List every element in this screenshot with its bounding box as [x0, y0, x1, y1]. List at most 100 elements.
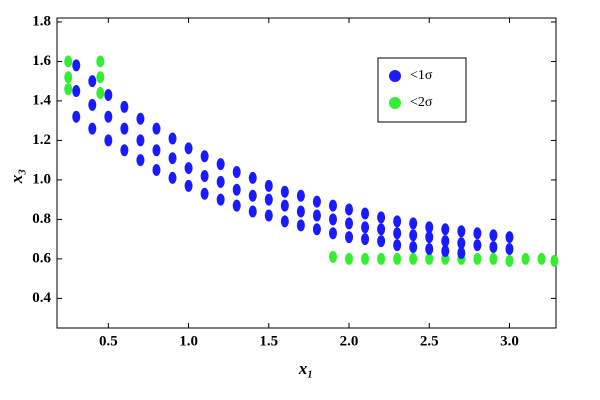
plot-frame [56, 17, 557, 329]
point [152, 144, 161, 157]
point [248, 189, 257, 202]
point [184, 142, 193, 155]
point [377, 223, 386, 236]
point [457, 237, 466, 250]
y-tick-label: 1.6 [32, 53, 51, 69]
point [409, 217, 418, 230]
point [96, 55, 105, 68]
x-tick-label: 2.0 [340, 333, 359, 349]
point [328, 199, 337, 212]
x-axis-label: x₁ [298, 359, 313, 378]
point [168, 132, 177, 145]
point [64, 55, 73, 68]
x-tick-label: 1.0 [179, 333, 198, 349]
point [361, 221, 370, 234]
point [216, 158, 225, 171]
point [425, 221, 434, 234]
point [537, 252, 546, 265]
point [264, 209, 273, 222]
point [489, 252, 498, 265]
point [393, 252, 402, 265]
point [96, 87, 105, 100]
point [345, 203, 354, 216]
point [200, 150, 209, 163]
legend-marker [389, 97, 401, 109]
point [377, 235, 386, 248]
point [409, 252, 418, 265]
point [88, 75, 97, 88]
y-tick-label: 0.4 [32, 290, 51, 306]
point [152, 122, 161, 135]
point [232, 166, 241, 179]
point [280, 215, 289, 228]
point [457, 225, 466, 238]
point [312, 195, 321, 208]
point [473, 227, 482, 240]
legend-label: <1σ [410, 68, 433, 83]
point [441, 223, 450, 236]
point [345, 252, 354, 265]
point [200, 187, 209, 200]
point [328, 227, 337, 240]
point [393, 239, 402, 252]
point [88, 122, 97, 135]
point [96, 71, 105, 84]
point [72, 59, 81, 72]
y-tick-label: 1.0 [32, 171, 51, 187]
y-tick-label: 1.8 [32, 13, 51, 29]
point [296, 205, 305, 218]
point [216, 175, 225, 188]
point [280, 199, 289, 212]
point [361, 252, 370, 265]
point [425, 252, 434, 265]
legend-box [377, 57, 467, 123]
point [200, 169, 209, 182]
point [264, 193, 273, 206]
point [168, 171, 177, 184]
point [64, 83, 73, 96]
point [72, 85, 81, 98]
y-tick-label: 0.6 [32, 250, 51, 266]
point [425, 231, 434, 244]
point [328, 213, 337, 226]
point [377, 252, 386, 265]
point [120, 144, 129, 157]
point [64, 71, 73, 84]
point [393, 215, 402, 228]
point [312, 223, 321, 236]
point [489, 229, 498, 242]
y-tick-label: 0.8 [32, 211, 51, 227]
point [441, 235, 450, 248]
x-tick-label: 0.5 [99, 333, 118, 349]
legend-marker [389, 70, 401, 82]
point [120, 100, 129, 113]
y-axis-label: x₃ [7, 169, 26, 185]
point [425, 243, 434, 256]
point [88, 98, 97, 111]
point [409, 229, 418, 242]
point [361, 207, 370, 220]
point [232, 199, 241, 212]
y-tick-label: 1.2 [32, 132, 51, 148]
point [328, 250, 337, 263]
point [120, 122, 129, 135]
point [72, 110, 81, 123]
point [521, 252, 530, 265]
x-tick-label: 3.0 [500, 333, 519, 349]
point [104, 110, 113, 123]
point [136, 112, 145, 125]
point [136, 154, 145, 167]
point [264, 179, 273, 192]
point [505, 243, 514, 256]
point [312, 209, 321, 222]
point [248, 205, 257, 218]
point [184, 162, 193, 175]
x-tick-label: 1.5 [259, 333, 278, 349]
point [136, 134, 145, 147]
point [361, 233, 370, 246]
point [393, 227, 402, 240]
y-tick-label: 1.4 [32, 92, 51, 108]
point [409, 241, 418, 254]
point [104, 89, 113, 102]
